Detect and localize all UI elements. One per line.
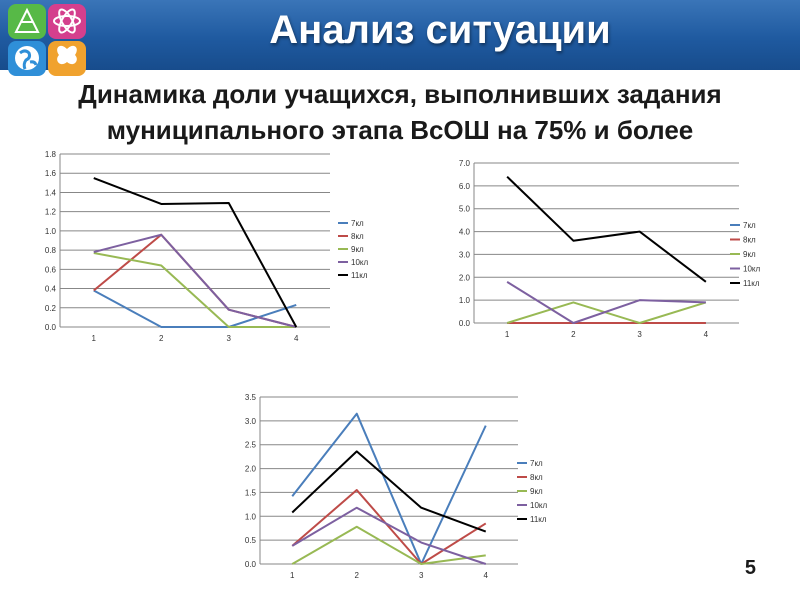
series-line-10кл	[291, 506, 487, 565]
legend-label: 11кл	[743, 279, 760, 288]
y-tick-label: 0.4	[45, 285, 57, 294]
subtitle-line-2: муниципального этапа ВсОШ на 75% и более	[106, 115, 694, 145]
y-tick-label: 0.8	[45, 246, 57, 255]
x-tick-label: 4	[294, 334, 299, 343]
x-tick-label: 3	[637, 330, 642, 339]
subtitle-line-1: Динамика доли учащихся, выполнивших зада…	[78, 79, 722, 109]
title-bar: Анализ ситуации	[0, 0, 800, 76]
x-tick-label: 2	[355, 571, 360, 580]
y-tick-label: 1.0	[245, 512, 257, 521]
line-chart-top-right: 0.0 1.0 2.0 3.0 4.0 5.0 6.0 7.0 1 2 3 4 7кл 8кл 9кл 10к…	[420, 153, 761, 343]
y-tick-label: 3.5	[245, 393, 257, 402]
y-tick-label: 3.0	[459, 250, 471, 259]
legend-label: 11кл	[530, 515, 547, 524]
slide-subtitle: Динамика доли учащихся, выполнивших зада…	[0, 76, 800, 148]
y-tick-label: 1.0	[459, 296, 471, 305]
y-tick-label: 3.0	[245, 417, 257, 426]
series-line-9кл	[506, 301, 707, 324]
legend-label: 8кл	[530, 473, 543, 482]
series-line-9кл	[291, 525, 486, 565]
legend-label: 9кл	[530, 487, 543, 496]
x-tick-label: 2	[159, 334, 164, 343]
legend-label: 10кл	[351, 258, 368, 267]
legend-label: 8кл	[743, 236, 756, 245]
y-tick-label: 0.5	[245, 536, 257, 545]
series-line-10кл	[506, 281, 706, 324]
x-tick-label: 3	[419, 571, 424, 580]
series-line-10кл	[93, 233, 297, 328]
y-tick-label: 1.0	[45, 227, 57, 236]
y-tick-label: 0.0	[459, 319, 471, 328]
series-line-8кл	[93, 233, 297, 328]
y-tick-label: 0.0	[245, 560, 257, 569]
series-line-11кл	[93, 177, 298, 328]
series-line-9кл	[93, 252, 297, 328]
chart-svg: 0.0 0.5 1.0 1.5 2.0 2.5 3.0 3.5 1 2 3 4 7кл 8кл 9кл 10к…	[245, 393, 548, 580]
legend-label: 10кл	[530, 501, 547, 510]
y-tick-label: 5.0	[459, 205, 471, 214]
series-line-7кл	[93, 289, 297, 328]
y-tick-label: 6.0	[459, 182, 471, 191]
y-tick-label: 2.0	[459, 273, 471, 282]
x-tick-label: 3	[227, 334, 232, 343]
legend-label: 10кл	[743, 265, 760, 274]
y-tick-label: 0.0	[45, 323, 57, 332]
x-tick-label: 1	[92, 334, 97, 343]
legend-label: 7кл	[530, 459, 543, 468]
y-tick-label: 2.0	[245, 465, 257, 474]
y-tick-label: 2.5	[245, 441, 257, 450]
chart-svg: 0.0 0.2 0.4 0.6 0.8 1.0 1.2 1.4 1.6 1.8 1 2 3 4 7кл 8кл…	[45, 150, 369, 343]
subject-icons-logo	[8, 4, 86, 76]
legend-label: 9кл	[743, 250, 756, 259]
y-tick-label: 1.8	[45, 150, 57, 159]
x-tick-label: 2	[571, 330, 576, 339]
series-line-8кл	[291, 489, 487, 565]
legend-label: 7кл	[743, 221, 756, 230]
x-tick-label: 1	[505, 330, 510, 339]
line-chart-bottom: 0.0 0.5 1.0 1.5 2.0 2.5 3.0 3.5 1 2 3 4 7кл 8кл 9кл 10к…	[215, 388, 555, 583]
y-tick-label: 1.6	[45, 169, 57, 178]
x-tick-label: 1	[290, 571, 295, 580]
legend-label: 7кл	[351, 219, 364, 228]
series-line-11кл	[506, 175, 707, 283]
x-tick-label: 4	[704, 330, 709, 339]
page-title: Анализ ситуации	[269, 8, 611, 52]
y-tick-label: 0.6	[45, 265, 57, 274]
line-chart-top-left: 0.0 0.2 0.4 0.6 0.8 1.0 1.2 1.4 1.6 1.8 1 2 3 4 7кл 8кл…	[0, 140, 400, 350]
y-tick-label: 1.5	[245, 488, 257, 497]
y-tick-label: 1.4	[45, 188, 57, 197]
series-line-11кл	[291, 450, 487, 533]
series-line-7кл	[291, 412, 487, 565]
page-number: 5	[744, 557, 756, 579]
y-tick-label: 0.2	[45, 304, 57, 313]
legend-label: 9кл	[351, 245, 364, 254]
y-tick-label: 1.2	[45, 208, 57, 217]
legend-label: 11кл	[351, 271, 368, 280]
x-tick-label: 4	[484, 571, 489, 580]
y-tick-label: 7.0	[459, 159, 471, 168]
legend-label: 8кл	[351, 232, 364, 241]
y-tick-label: 4.0	[459, 228, 471, 237]
chart-svg: 0.0 1.0 2.0 3.0 4.0 5.0 6.0 7.0 1 2 3 4 7кл 8кл 9кл 10к…	[459, 159, 761, 339]
